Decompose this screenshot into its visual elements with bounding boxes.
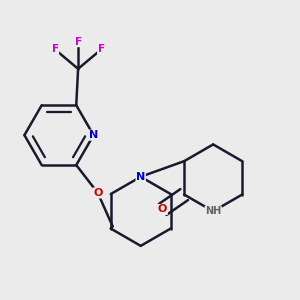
Text: F: F (74, 37, 82, 47)
Text: O: O (158, 204, 167, 214)
Text: NH: NH (205, 206, 221, 216)
Text: N: N (89, 130, 98, 140)
Text: N: N (136, 172, 145, 182)
Text: F: F (52, 44, 58, 55)
Text: F: F (98, 44, 105, 55)
Text: O: O (93, 188, 103, 198)
